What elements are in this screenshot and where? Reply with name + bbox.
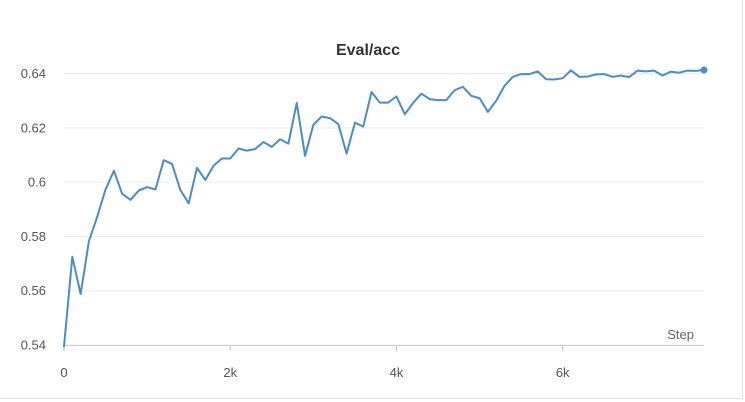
data-point[interactable] xyxy=(327,116,332,121)
data-point[interactable] xyxy=(244,148,249,153)
x-tick-label: 6k xyxy=(556,365,570,380)
data-point[interactable] xyxy=(552,77,557,82)
y-tick-label: 0.54 xyxy=(21,338,46,353)
data-point[interactable] xyxy=(170,161,175,166)
data-point[interactable] xyxy=(111,168,116,173)
x-tick-label: 4k xyxy=(390,365,404,380)
data-point[interactable] xyxy=(427,97,432,102)
data-point[interactable] xyxy=(519,72,524,77)
data-point[interactable] xyxy=(78,291,83,296)
data-point[interactable] xyxy=(361,124,366,129)
data-point[interactable] xyxy=(178,188,183,193)
data-point[interactable] xyxy=(377,100,382,105)
data-point[interactable] xyxy=(319,114,324,119)
data-point[interactable] xyxy=(278,137,283,142)
data-point[interactable] xyxy=(62,344,67,349)
data-points xyxy=(62,68,707,349)
data-point[interactable] xyxy=(336,122,341,127)
y-axis-ticks: 0.54 0.56 0.58 0.6 0.62 0.64 xyxy=(21,66,46,352)
data-point[interactable] xyxy=(303,153,308,158)
data-point[interactable] xyxy=(652,68,657,73)
data-point[interactable] xyxy=(602,72,607,77)
data-point[interactable] xyxy=(261,139,266,144)
data-point[interactable] xyxy=(86,239,91,244)
data-point[interactable] xyxy=(569,68,574,73)
data-point[interactable] xyxy=(128,197,133,202)
data-point[interactable] xyxy=(510,74,515,79)
data-point[interactable] xyxy=(593,72,598,77)
data-point[interactable] xyxy=(145,185,150,190)
data-point[interactable] xyxy=(677,70,682,75)
data-point[interactable] xyxy=(544,77,549,82)
data-point[interactable] xyxy=(269,144,274,149)
data-point[interactable] xyxy=(153,187,158,192)
data-point[interactable] xyxy=(460,84,465,89)
data-point[interactable] xyxy=(660,73,665,78)
data-point[interactable] xyxy=(469,93,474,98)
x-axis-ticks: 0 2k 4k 6k xyxy=(60,345,570,380)
data-point[interactable] xyxy=(253,147,258,152)
data-point[interactable] xyxy=(685,68,690,73)
data-point[interactable] xyxy=(286,141,291,146)
data-point[interactable] xyxy=(369,90,374,95)
data-point[interactable] xyxy=(627,75,632,80)
data-point[interactable] xyxy=(236,146,241,151)
data-point[interactable] xyxy=(419,91,424,96)
data-point[interactable] xyxy=(452,88,457,93)
data-point[interactable] xyxy=(228,156,233,161)
x-tick-label: 0 xyxy=(60,365,67,380)
data-point[interactable] xyxy=(411,100,416,105)
data-point[interactable] xyxy=(560,76,565,81)
data-point[interactable] xyxy=(485,109,490,114)
data-point[interactable] xyxy=(635,68,640,73)
series-line xyxy=(63,69,705,348)
data-point[interactable] xyxy=(186,201,191,206)
data-point[interactable] xyxy=(535,69,540,74)
data-point[interactable] xyxy=(610,74,615,79)
data-point[interactable] xyxy=(70,254,75,259)
data-point[interactable] xyxy=(436,98,441,103)
data-point[interactable] xyxy=(386,100,391,105)
y-tick-label: 0.56 xyxy=(21,283,46,298)
data-point[interactable] xyxy=(120,191,125,196)
data-point[interactable] xyxy=(294,100,299,105)
y-tick-label: 0.64 xyxy=(21,66,46,81)
data-point[interactable] xyxy=(161,158,166,163)
data-point[interactable] xyxy=(95,214,100,219)
data-point[interactable] xyxy=(618,73,623,78)
x-tick-label: 2k xyxy=(223,365,237,380)
chart-title: Eval/acc xyxy=(336,42,400,59)
y-tick-label: 0.6 xyxy=(28,175,46,190)
last-point-marker[interactable] xyxy=(700,66,708,74)
data-point[interactable] xyxy=(402,112,407,117)
y-tick-label: 0.58 xyxy=(21,229,46,244)
data-point[interactable] xyxy=(136,188,141,193)
data-point[interactable] xyxy=(211,163,216,168)
data-point[interactable] xyxy=(203,177,208,182)
x-axis-label: Step xyxy=(667,327,694,342)
data-point[interactable] xyxy=(344,151,349,156)
data-point[interactable] xyxy=(394,94,399,99)
data-point[interactable] xyxy=(494,98,499,103)
y-tick-label: 0.62 xyxy=(21,120,46,135)
data-point[interactable] xyxy=(527,72,532,77)
data-point[interactable] xyxy=(585,74,590,79)
data-point[interactable] xyxy=(311,122,316,127)
data-point[interactable] xyxy=(643,69,648,74)
data-point[interactable] xyxy=(194,165,199,170)
data-point[interactable] xyxy=(668,69,673,74)
data-point[interactable] xyxy=(502,83,507,88)
data-point[interactable] xyxy=(693,68,698,73)
data-point[interactable] xyxy=(577,74,582,79)
data-point[interactable] xyxy=(352,120,357,125)
data-point[interactable] xyxy=(219,156,224,161)
gridlines xyxy=(64,73,704,346)
data-point[interactable] xyxy=(477,96,482,101)
data-point[interactable] xyxy=(103,187,108,192)
data-point[interactable] xyxy=(444,98,449,103)
